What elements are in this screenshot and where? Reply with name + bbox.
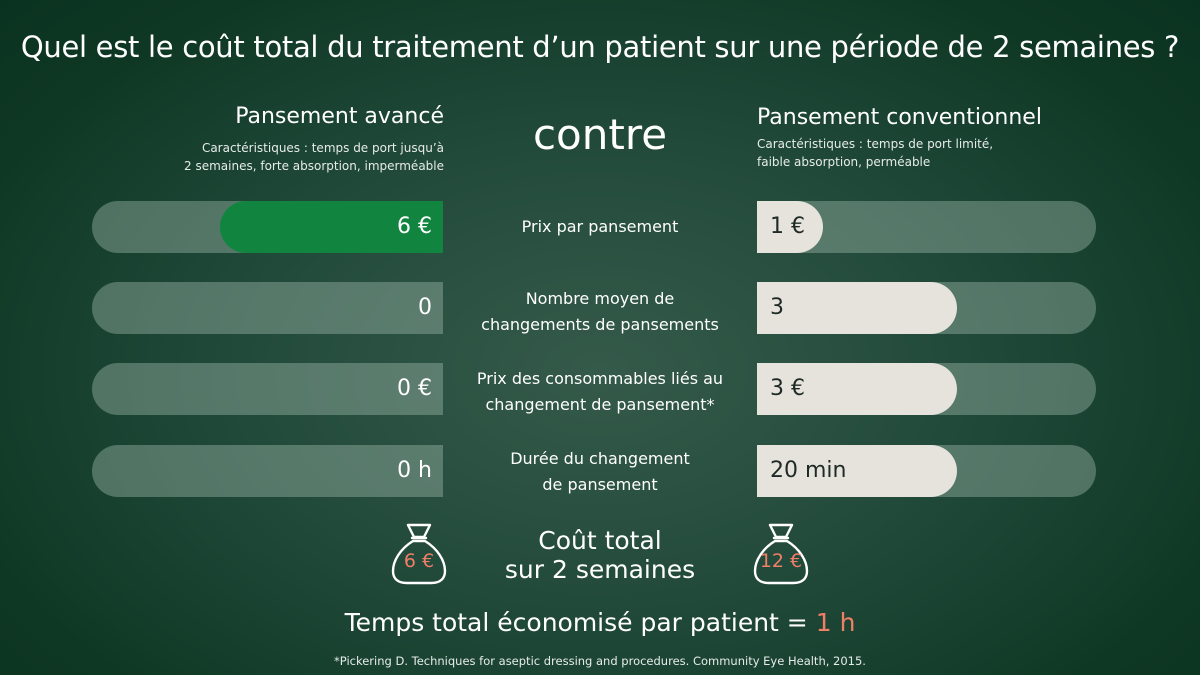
row-label-line-2: de pansement <box>542 475 658 494</box>
row-label-consumables: Prix des consommables liés au changement… <box>460 366 740 418</box>
row-label-price: Prix par pansement <box>460 214 740 240</box>
right-bar-fill <box>757 282 957 334</box>
row-label-duration: Durée du changement de pansement <box>460 446 740 498</box>
left-value-price: 6 € <box>397 214 432 239</box>
right-bar-price: 1 € <box>757 201 1096 253</box>
left-value-duration: 0 h <box>397 458 432 483</box>
time-saved: Temps total économisé par patient = 1 h <box>0 608 1200 637</box>
right-bar-fill <box>757 201 823 253</box>
right-value-changes: 3 <box>770 295 784 320</box>
left-bar-duration: 0 h <box>92 445 443 497</box>
right-value-consumables: 3 € <box>770 376 805 401</box>
total-left-value: 6 € <box>403 550 435 572</box>
right-bar-changes: 3 <box>757 282 1096 334</box>
left-value-changes: 0 <box>418 295 432 320</box>
money-bag-icon <box>391 523 447 585</box>
right-bar-consumables: 3 € <box>757 363 1096 415</box>
right-value-duration: 20 min <box>770 458 847 483</box>
row-label-line-1: Nombre moyen de <box>525 289 675 308</box>
row-label-line: Prix par pansement <box>521 217 679 236</box>
total-cost-label: Coût total sur 2 semaines <box>460 526 740 584</box>
right-desc-line-2: faible absorption, perméable <box>757 155 931 169</box>
left-bar-fill <box>220 201 443 253</box>
row-label-line-2: changements de pansements <box>481 315 719 334</box>
left-column-heading: Pansement avancé <box>235 104 444 129</box>
page-title: Quel est le coût total du traitement d’u… <box>20 30 1180 64</box>
left-bar-consumables: 0 € <box>92 363 443 415</box>
right-bar-fill <box>757 363 957 415</box>
left-desc-line-1: Caractéristiques : temps de port jusqu’à <box>201 141 444 155</box>
right-desc-line-1: Caractéristiques : temps de port limité, <box>757 137 994 151</box>
money-bag-icon-right: 12 € <box>749 521 813 587</box>
row-label-line-1: Prix des consommables liés au <box>476 369 724 388</box>
left-bar-price: 6 € <box>92 201 443 253</box>
right-column-heading: Pansement conventionnel <box>757 105 1042 130</box>
right-bar-fill <box>757 445 957 497</box>
money-bag-icon <box>753 523 809 585</box>
right-value-price: 1 € <box>770 214 805 239</box>
time-saved-text: Temps total économisé par patient = <box>344 608 816 637</box>
row-label-changes: Nombre moyen de changements de pansement… <box>460 286 740 338</box>
right-column-description: Caractéristiques : temps de port limité,… <box>757 135 1057 171</box>
time-saved-value: 1 h <box>815 608 856 637</box>
total-line-1: Coût total <box>538 526 662 555</box>
row-label-line-1: Durée du changement <box>510 449 690 468</box>
left-column-description: Caractéristiques : temps de port jusqu’à… <box>144 139 444 175</box>
left-bar-changes: 0 <box>92 282 443 334</box>
left-value-consumables: 0 € <box>397 376 432 401</box>
total-line-2: sur 2 semaines <box>504 555 696 584</box>
row-label-line-2: changement de pansement* <box>485 395 715 414</box>
versus-label: contre <box>532 110 668 159</box>
left-desc-line-2: 2 semaines, forte absorption, imperméabl… <box>184 159 444 173</box>
right-bar-duration: 20 min <box>757 445 1096 497</box>
money-bag-icon-left: 6 € <box>387 521 451 587</box>
footnote: *Pickering D. Techniques for aseptic dre… <box>334 654 866 668</box>
total-right-value: 12 € <box>759 550 803 572</box>
